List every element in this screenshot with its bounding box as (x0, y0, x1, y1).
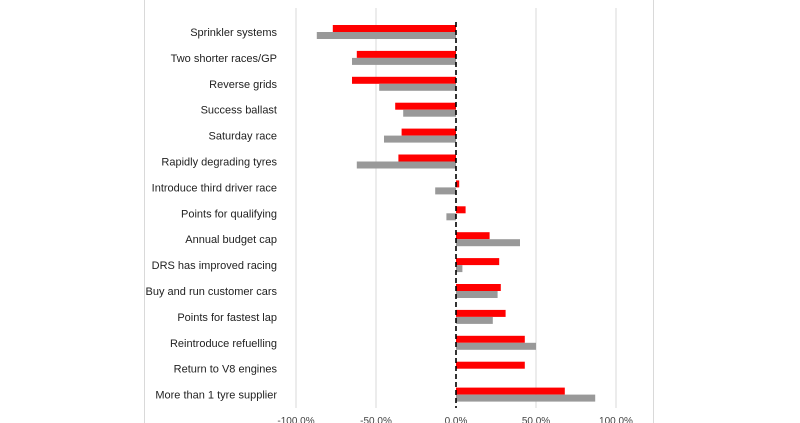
bar-series-1 (456, 387, 565, 395)
category-label: Annual budget cap (185, 234, 277, 246)
x-tick-label: 100.0% (599, 416, 633, 423)
bar-series-2 (352, 57, 456, 65)
bar-series-2 (379, 83, 456, 91)
chart-frame (144, 0, 654, 423)
bar-series-2 (316, 32, 456, 39)
category-label: Saturday race (209, 131, 277, 143)
bar-series-2 (456, 394, 596, 402)
x-tick-label: -50.0% (360, 416, 392, 423)
bar-series-1 (456, 361, 525, 369)
bar-series-2 (456, 265, 463, 273)
bar-series-2 (403, 109, 456, 117)
category-label: More than 1 tyre supplier (155, 390, 277, 402)
category-label: DRS has improved racing (152, 260, 277, 272)
bar-series-2 (456, 342, 536, 350)
category-label: Rapidly degrading tyres (161, 157, 277, 169)
bar-series-2 (356, 161, 456, 169)
bar-series-1 (456, 206, 466, 214)
bar-series-2 (384, 135, 456, 143)
bar-series-1 (456, 309, 506, 317)
category-label: Success ballast (201, 105, 277, 117)
category-label: Buy and run customer cars (146, 286, 278, 298)
bar-series-1 (398, 154, 456, 162)
x-tick-label: -100.0% (277, 416, 314, 423)
category-label: Reverse grids (209, 79, 277, 91)
bar-series-1 (456, 258, 500, 266)
bar-series-1 (456, 232, 490, 240)
category-label: Sprinkler systems (190, 27, 277, 39)
bar-series-2 (456, 239, 520, 247)
category-label: Reintroduce refuelling (170, 338, 277, 350)
bar-series-1 (401, 128, 456, 136)
bar-series-1 (332, 25, 456, 32)
bar-series-1 (352, 76, 456, 84)
bar-series-2 (456, 316, 493, 324)
category-label: Introduce third driver race (152, 182, 277, 194)
bar-series-2 (456, 291, 498, 298)
category-label: Return to V8 engines (174, 364, 278, 376)
x-tick-label: 50.0% (522, 416, 550, 423)
bar-series-1 (456, 180, 460, 188)
bar-series-1 (356, 50, 456, 58)
x-tick-label: 0.0% (445, 416, 468, 423)
bar-series-1 (395, 102, 456, 110)
category-label: Points for qualifying (181, 208, 277, 220)
bar-series-1 (456, 284, 501, 291)
bar-series-2 (435, 187, 456, 195)
category-label: Points for fastest lap (177, 312, 277, 324)
bar-series-2 (446, 213, 456, 221)
category-label: Two shorter races/GP (171, 53, 277, 65)
bar-series-1 (456, 335, 525, 343)
